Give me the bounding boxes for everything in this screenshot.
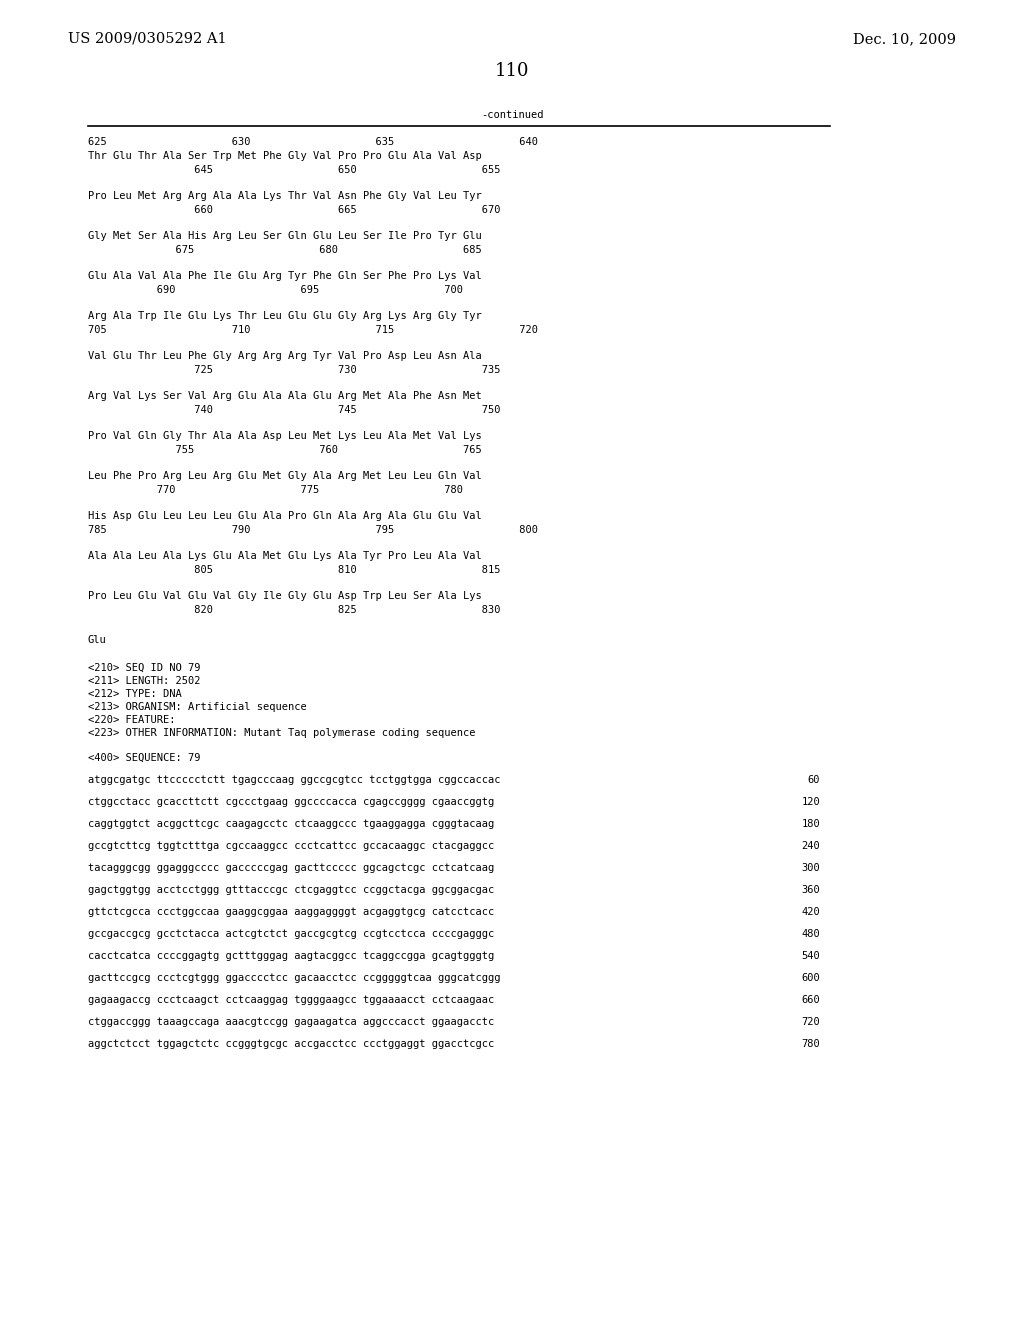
Text: <210> SEQ ID NO 79: <210> SEQ ID NO 79 (88, 663, 201, 673)
Text: Arg Ala Trp Ile Glu Lys Thr Leu Glu Glu Gly Arg Lys Arg Gly Tyr: Arg Ala Trp Ile Glu Lys Thr Leu Glu Glu … (88, 312, 481, 321)
Text: <223> OTHER INFORMATION: Mutant Taq polymerase coding sequence: <223> OTHER INFORMATION: Mutant Taq poly… (88, 729, 475, 738)
Text: 645                    650                    655: 645 650 655 (88, 165, 501, 176)
Text: 120: 120 (801, 797, 820, 807)
Text: cacctcatca ccccggagtg gctttgggag aagtacggcc tcaggccgga gcagtgggtg: cacctcatca ccccggagtg gctttgggag aagtacg… (88, 950, 495, 961)
Text: 675                    680                    685: 675 680 685 (88, 246, 481, 255)
Text: gccgtcttcg tggtctttga cgccaaggcc ccctcattcc gccacaaggc ctacgaggcc: gccgtcttcg tggtctttga cgccaaggcc ccctcat… (88, 841, 495, 851)
Text: ctggaccggg taaagccaga aaacgtccgg gagaagatca aggcccacct ggaagacctc: ctggaccggg taaagccaga aaacgtccgg gagaaga… (88, 1016, 495, 1027)
Text: 705                    710                    715                    720: 705 710 715 720 (88, 325, 538, 335)
Text: Ala Ala Leu Ala Lys Glu Ala Met Glu Lys Ala Tyr Pro Leu Ala Val: Ala Ala Leu Ala Lys Glu Ala Met Glu Lys … (88, 550, 481, 561)
Text: 240: 240 (801, 841, 820, 851)
Text: -continued: -continued (480, 110, 544, 120)
Text: 755                    760                    765: 755 760 765 (88, 445, 481, 455)
Text: US 2009/0305292 A1: US 2009/0305292 A1 (68, 32, 226, 46)
Text: 660                    665                    670: 660 665 670 (88, 205, 501, 215)
Text: <400> SEQUENCE: 79: <400> SEQUENCE: 79 (88, 752, 201, 763)
Text: Gly Met Ser Ala His Arg Leu Ser Gln Glu Leu Ser Ile Pro Tyr Glu: Gly Met Ser Ala His Arg Leu Ser Gln Glu … (88, 231, 481, 242)
Text: Glu Ala Val Ala Phe Ile Glu Arg Tyr Phe Gln Ser Phe Pro Lys Val: Glu Ala Val Ala Phe Ile Glu Arg Tyr Phe … (88, 271, 481, 281)
Text: <211> LENGTH: 2502: <211> LENGTH: 2502 (88, 676, 201, 686)
Text: <212> TYPE: DNA: <212> TYPE: DNA (88, 689, 181, 700)
Text: Arg Val Lys Ser Val Arg Glu Ala Ala Glu Arg Met Ala Phe Asn Met: Arg Val Lys Ser Val Arg Glu Ala Ala Glu … (88, 391, 481, 401)
Text: 740                    745                    750: 740 745 750 (88, 405, 501, 414)
Text: Dec. 10, 2009: Dec. 10, 2009 (853, 32, 956, 46)
Text: 785                    790                    795                    800: 785 790 795 800 (88, 525, 538, 535)
Text: gacttccgcg ccctcgtggg ggacccctcc gacaacctcc ccgggggtcaa gggcatcggg: gacttccgcg ccctcgtggg ggacccctcc gacaacc… (88, 973, 501, 983)
Text: 110: 110 (495, 62, 529, 81)
Text: <213> ORGANISM: Artificial sequence: <213> ORGANISM: Artificial sequence (88, 702, 307, 711)
Text: 780: 780 (801, 1039, 820, 1049)
Text: Pro Val Gln Gly Thr Ala Ala Asp Leu Met Lys Leu Ala Met Val Lys: Pro Val Gln Gly Thr Ala Ala Asp Leu Met … (88, 432, 481, 441)
Text: aggctctcct tggagctctc ccgggtgcgc accgacctcc ccctggaggt ggacctcgcc: aggctctcct tggagctctc ccgggtgcgc accgacc… (88, 1039, 495, 1049)
Text: tacagggcgg ggagggcccc gacccccgag gacttccccc ggcagctcgc cctcatcaag: tacagggcgg ggagggcccc gacccccgag gacttcc… (88, 863, 495, 873)
Text: 300: 300 (801, 863, 820, 873)
Text: 625                    630                    635                    640: 625 630 635 640 (88, 137, 538, 147)
Text: 805                    810                    815: 805 810 815 (88, 565, 501, 576)
Text: 540: 540 (801, 950, 820, 961)
Text: Pro Leu Met Arg Arg Ala Ala Lys Thr Val Asn Phe Gly Val Leu Tyr: Pro Leu Met Arg Arg Ala Ala Lys Thr Val … (88, 191, 481, 201)
Text: Val Glu Thr Leu Phe Gly Arg Arg Arg Tyr Val Pro Asp Leu Asn Ala: Val Glu Thr Leu Phe Gly Arg Arg Arg Tyr … (88, 351, 481, 360)
Text: caggtggtct acggcttcgc caagagcctc ctcaaggccc tgaaggagga cgggtacaag: caggtggtct acggcttcgc caagagcctc ctcaagg… (88, 818, 495, 829)
Text: gagctggtgg acctcctggg gtttacccgc ctcgaggtcc ccggctacga ggcggacgac: gagctggtgg acctcctggg gtttacccgc ctcgagg… (88, 884, 495, 895)
Text: 725                    730                    735: 725 730 735 (88, 366, 501, 375)
Text: 420: 420 (801, 907, 820, 917)
Text: 820                    825                    830: 820 825 830 (88, 605, 501, 615)
Text: His Asp Glu Leu Leu Leu Glu Ala Pro Gln Ala Arg Ala Glu Glu Val: His Asp Glu Leu Leu Leu Glu Ala Pro Gln … (88, 511, 481, 521)
Text: 720: 720 (801, 1016, 820, 1027)
Text: 480: 480 (801, 929, 820, 939)
Text: 660: 660 (801, 995, 820, 1005)
Text: 360: 360 (801, 884, 820, 895)
Text: Glu: Glu (88, 635, 106, 645)
Text: Leu Phe Pro Arg Leu Arg Glu Met Gly Ala Arg Met Leu Leu Gln Val: Leu Phe Pro Arg Leu Arg Glu Met Gly Ala … (88, 471, 481, 480)
Text: ctggcctacc gcaccttctt cgccctgaag ggccccacca cgagccgggg cgaaccggtg: ctggcctacc gcaccttctt cgccctgaag ggcccca… (88, 797, 495, 807)
Text: Thr Glu Thr Ala Ser Trp Met Phe Gly Val Pro Pro Glu Ala Val Asp: Thr Glu Thr Ala Ser Trp Met Phe Gly Val … (88, 150, 481, 161)
Text: gttctcgcca ccctggccaa gaaggcggaa aaggaggggt acgaggtgcg catcctcacc: gttctcgcca ccctggccaa gaaggcggaa aaggagg… (88, 907, 495, 917)
Text: 600: 600 (801, 973, 820, 983)
Text: <220> FEATURE:: <220> FEATURE: (88, 715, 175, 725)
Text: 180: 180 (801, 818, 820, 829)
Text: atggcgatgc ttccccctctt tgagcccaag ggccgcgtcc tcctggtgga cggccaccac: atggcgatgc ttccccctctt tgagcccaag ggccgc… (88, 775, 501, 785)
Text: 60: 60 (808, 775, 820, 785)
Text: 770                    775                    780: 770 775 780 (88, 484, 463, 495)
Text: Pro Leu Glu Val Glu Val Gly Ile Gly Glu Asp Trp Leu Ser Ala Lys: Pro Leu Glu Val Glu Val Gly Ile Gly Glu … (88, 591, 481, 601)
Text: 690                    695                    700: 690 695 700 (88, 285, 463, 294)
Text: gccgaccgcg gcctctacca actcgtctct gaccgcgtcg ccgtcctcca ccccgagggc: gccgaccgcg gcctctacca actcgtctct gaccgcg… (88, 929, 495, 939)
Text: gagaagaccg ccctcaagct cctcaaggag tggggaagcc tggaaaacct cctcaagaac: gagaagaccg ccctcaagct cctcaaggag tggggaa… (88, 995, 495, 1005)
